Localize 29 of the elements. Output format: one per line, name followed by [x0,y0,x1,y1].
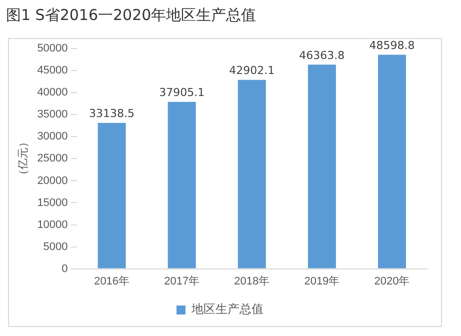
y-tick-label: 20000 [37,174,68,187]
y-tick-label: 30000 [37,130,68,143]
data-label: 37905.1 [159,86,205,100]
data-label: 42902.1 [229,64,275,78]
bar [378,54,406,268]
x-tick-label: 2018年 [234,275,270,288]
y-tick-label: 10000 [37,218,68,231]
data-label: 33138.5 [89,107,135,120]
y-tick-label: 0 [62,262,68,275]
x-tick-label: 2019年 [304,275,340,288]
bar [168,102,196,268]
y-axis-title: （亿元） [18,136,30,181]
x-tick-label: 2017年 [164,275,200,288]
y-tick-label: 15000 [37,196,68,209]
data-label: 48598.8 [369,39,415,52]
bar [98,122,126,268]
data-label: 46363.8 [299,48,345,62]
chart-title: 图1 S省2016一2020年地区生产总值 [6,6,256,25]
y-tick-label: 45000 [37,64,68,77]
bar [308,64,336,268]
x-tick-label: 2020年 [374,275,410,288]
y-tick-label: 35000 [37,108,68,121]
y-tick-label: 40000 [37,86,68,99]
y-tick-label: 5000 [43,240,68,253]
y-tick-label: 50000 [37,42,68,55]
x-tick-label: 2016年 [94,275,130,288]
y-tick-label: 25000 [37,152,68,165]
legend-label: 地区生产总值 [190,302,264,316]
bar [238,80,266,268]
